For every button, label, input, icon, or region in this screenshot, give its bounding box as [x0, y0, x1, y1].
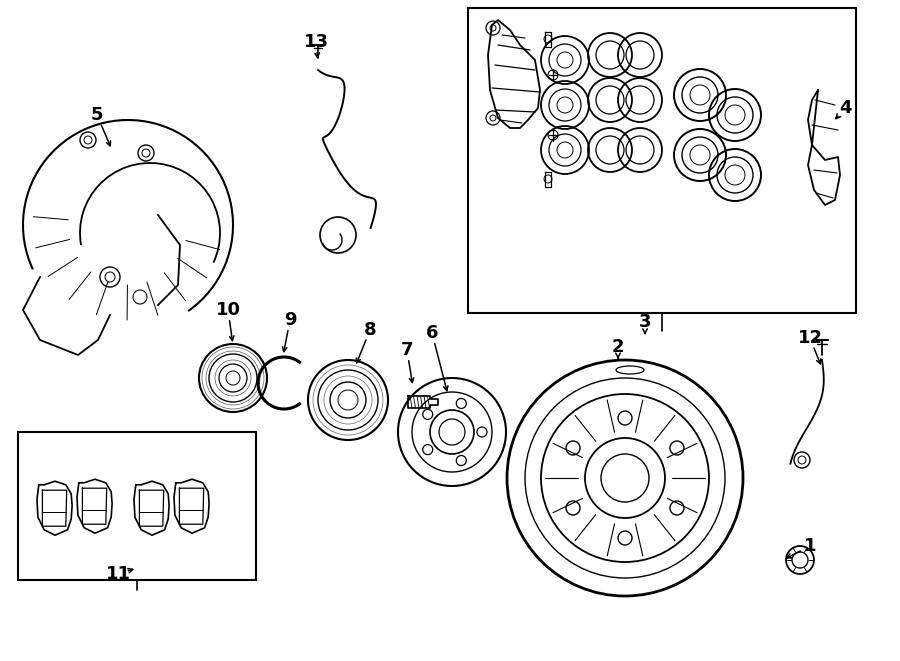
Text: 1: 1 [804, 537, 816, 555]
Text: 10: 10 [215, 301, 240, 319]
Text: 13: 13 [303, 33, 328, 51]
Text: 2: 2 [612, 338, 625, 356]
Text: 11: 11 [105, 565, 130, 583]
Text: 3: 3 [639, 313, 652, 331]
Text: 12: 12 [797, 329, 823, 347]
Text: 6: 6 [426, 324, 438, 342]
Text: 7: 7 [400, 341, 413, 359]
Text: 5: 5 [91, 106, 104, 124]
Text: 4: 4 [839, 99, 851, 117]
Text: 8: 8 [364, 321, 376, 339]
Bar [468, 8, 856, 313]
Bar [18, 432, 256, 580]
Text: 9: 9 [284, 311, 296, 329]
